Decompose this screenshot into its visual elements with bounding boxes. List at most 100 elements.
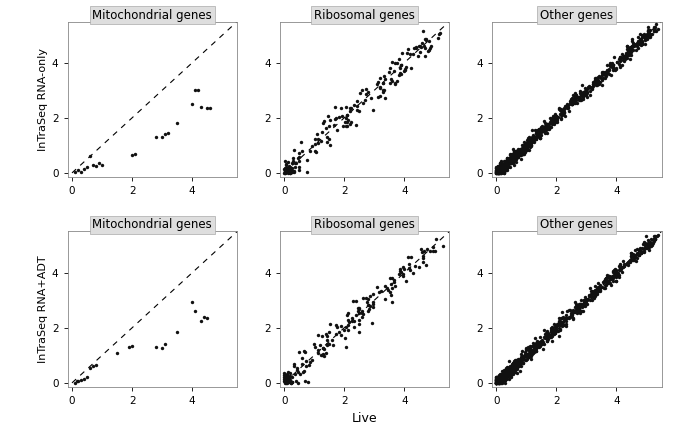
Point: [508, 145, 518, 152]
Point: [505, 374, 516, 381]
Point: [614, 272, 624, 279]
Point: [558, 108, 569, 115]
Point: [522, 141, 533, 148]
Point: [502, 160, 512, 167]
Point: [343, 310, 354, 316]
Point: [510, 148, 521, 155]
Point: [507, 366, 518, 373]
Point: [648, 28, 659, 35]
Point: [300, 378, 310, 385]
Point: [492, 168, 503, 175]
Point: [510, 365, 520, 372]
Point: [505, 154, 516, 160]
Point: [550, 328, 561, 335]
Point: [627, 43, 638, 50]
Point: [492, 167, 503, 174]
Point: [640, 240, 651, 247]
Point: [284, 167, 294, 174]
Point: [356, 307, 367, 314]
Point: [539, 331, 550, 338]
Point: [491, 376, 502, 383]
Point: [510, 359, 520, 366]
Point: [632, 38, 643, 45]
Point: [603, 278, 614, 285]
Point: [592, 285, 603, 292]
Point: [535, 126, 546, 133]
Point: [526, 137, 537, 144]
Point: [504, 156, 515, 163]
Point: [510, 363, 521, 370]
Point: [629, 40, 640, 47]
Point: [502, 371, 512, 378]
Point: [534, 126, 545, 133]
Point: [640, 242, 651, 249]
Point: [511, 364, 522, 371]
Point: [507, 362, 518, 369]
Point: [641, 244, 651, 251]
Point: [637, 241, 648, 248]
Point: [643, 28, 653, 34]
Point: [506, 157, 517, 164]
Point: [510, 152, 521, 159]
Point: [491, 379, 502, 386]
Point: [292, 364, 302, 371]
Point: [637, 40, 647, 47]
Point: [558, 313, 569, 320]
Point: [579, 297, 590, 304]
Point: [281, 169, 292, 175]
Point: [593, 288, 604, 295]
Point: [499, 161, 510, 168]
Point: [410, 45, 421, 52]
Point: [385, 80, 396, 87]
Point: [585, 296, 595, 303]
Point: [534, 339, 545, 346]
Point: [502, 160, 513, 167]
Point: [507, 154, 518, 161]
Point: [281, 379, 292, 386]
Point: [626, 36, 637, 43]
Point: [71, 378, 82, 385]
Point: [535, 129, 546, 136]
Point: [504, 365, 515, 372]
Point: [500, 371, 511, 378]
Point: [591, 289, 601, 296]
Point: [645, 241, 656, 248]
Point: [518, 359, 529, 366]
Point: [551, 326, 562, 333]
Point: [576, 297, 587, 304]
Point: [627, 37, 638, 44]
Point: [574, 308, 585, 315]
Point: [94, 160, 105, 167]
Point: [380, 76, 391, 83]
Point: [549, 330, 560, 337]
Point: [526, 342, 537, 349]
Point: [498, 370, 509, 377]
Point: [495, 379, 506, 386]
Point: [506, 365, 517, 372]
Point: [495, 372, 506, 378]
Point: [599, 69, 610, 76]
Point: [526, 142, 537, 149]
Point: [549, 323, 560, 330]
Point: [645, 32, 655, 39]
Point: [643, 24, 653, 31]
Point: [520, 140, 531, 147]
Point: [632, 249, 643, 256]
Point: [496, 167, 507, 174]
Point: [511, 153, 522, 160]
Point: [605, 282, 616, 289]
Point: [589, 292, 599, 299]
Point: [525, 141, 536, 148]
Point: [587, 86, 597, 92]
Point: [570, 95, 580, 102]
Point: [512, 149, 522, 156]
Point: [570, 90, 580, 97]
Point: [401, 277, 412, 284]
Point: [284, 379, 295, 386]
Point: [524, 147, 535, 154]
Point: [537, 127, 548, 134]
Point: [496, 166, 507, 173]
Point: [510, 152, 520, 159]
Point: [433, 30, 444, 37]
Point: [491, 163, 502, 170]
